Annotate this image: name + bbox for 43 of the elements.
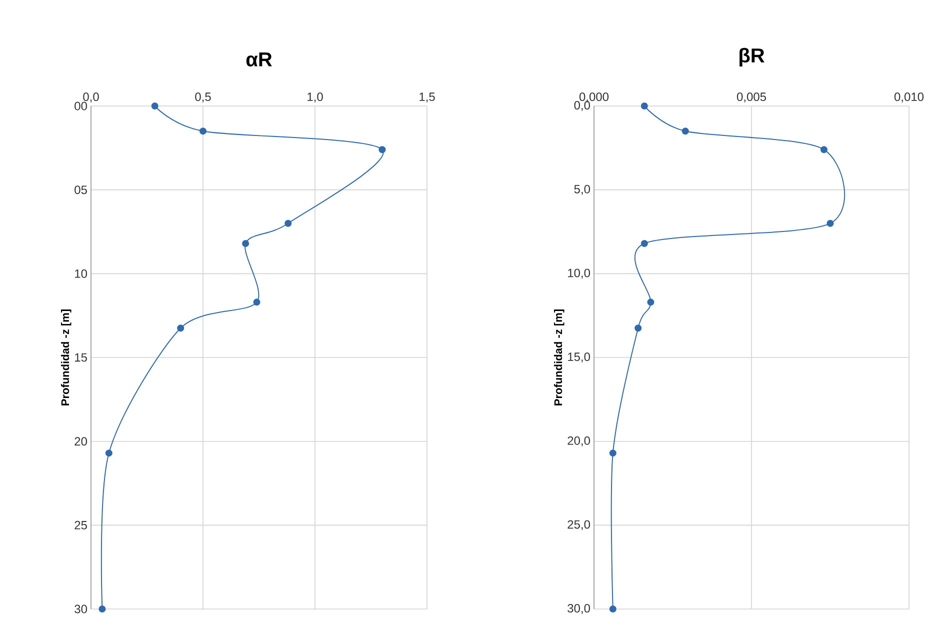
point — [634, 324, 642, 332]
x-tick-label: 0,0 — [83, 92, 99, 102]
point — [682, 128, 689, 135]
y-axis-title: Profundidad -z [m] — [554, 310, 564, 406]
x-tick-label: 0,010 — [894, 92, 924, 102]
y-tick-label: 20,0 — [568, 436, 590, 446]
point — [105, 450, 112, 457]
y-tick-label: 0,0 — [574, 101, 590, 111]
point — [177, 324, 184, 332]
x-tick-label: 1,5 — [420, 92, 435, 102]
point — [253, 298, 260, 306]
point — [151, 102, 158, 110]
y-tick-label: 25,0 — [568, 520, 590, 530]
point — [378, 146, 386, 154]
y-axis-title: Profundidad -z [m] — [61, 310, 72, 406]
point — [609, 450, 616, 457]
y-tick-label: 15 — [75, 353, 87, 362]
point — [98, 606, 106, 613]
y-tick-label: 20 — [74, 437, 87, 446]
point — [826, 220, 834, 227]
y-tick-label: 00 — [74, 102, 87, 110]
y-tick-label: 05 — [74, 186, 87, 194]
y-tick-label: 25 — [74, 520, 87, 530]
y-tick-label: 5,0 — [574, 184, 590, 195]
chart-title: αR — [246, 52, 272, 66]
point — [640, 240, 648, 247]
x-tick-label: 0,005 — [736, 92, 766, 102]
x-tick-label: 0,5 — [195, 92, 211, 102]
x-tick-label: 1,0 — [308, 92, 323, 102]
point — [242, 240, 250, 247]
chart-title: βR — [740, 48, 764, 66]
y-tick-label: 10 — [75, 269, 87, 278]
y-tick-label: 30 — [74, 604, 87, 614]
y-tick-label: 30,0 — [568, 604, 590, 614]
point — [609, 606, 616, 613]
point — [200, 128, 206, 135]
point — [640, 102, 648, 110]
x-tick-label: 0,000 — [579, 92, 609, 102]
point — [284, 220, 292, 227]
y-tick-label: 10,0 — [568, 268, 590, 279]
point — [647, 298, 654, 306]
point — [820, 146, 828, 154]
y-tick-label: 15,0 — [568, 352, 590, 362]
